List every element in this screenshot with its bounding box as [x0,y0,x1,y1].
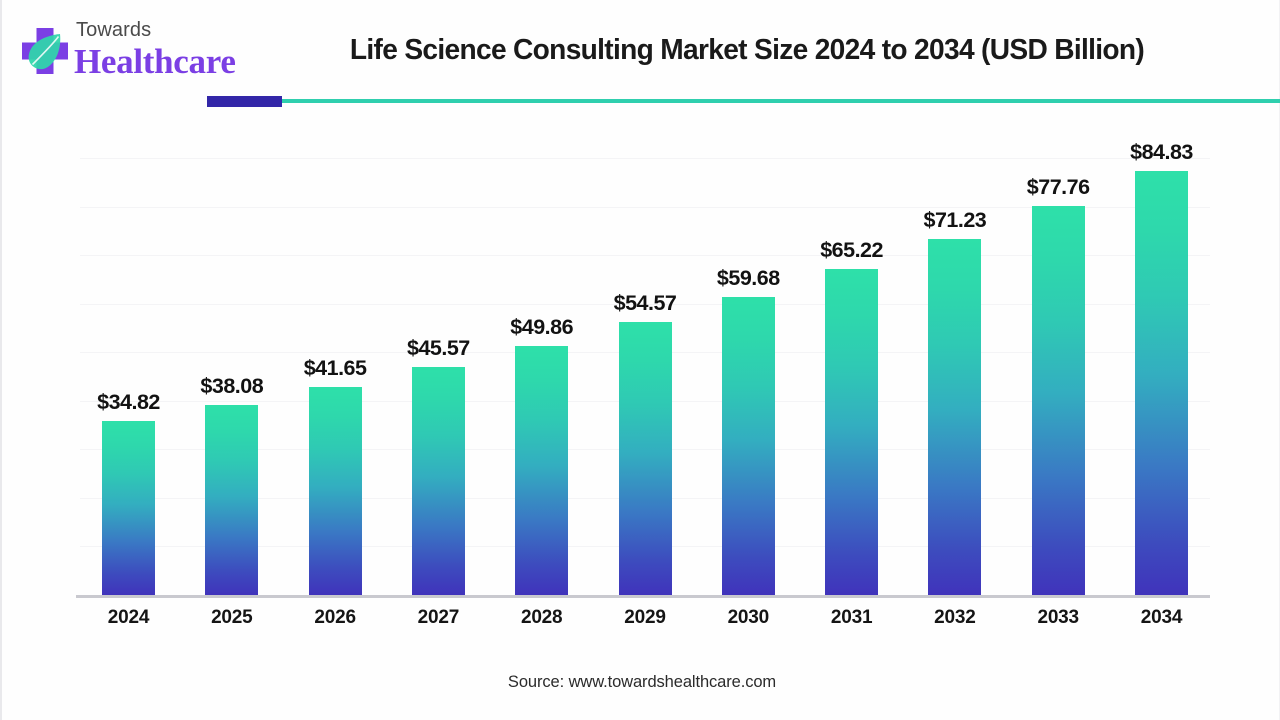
bar-group[interactable]: $65.22 [820,229,883,595]
bar[interactable] [205,404,259,595]
bar-group[interactable]: $41.65 [304,347,367,595]
chart-plot-area: $34.82 $38.08 $41.65 $45.57 $49.86 $54.57 $59.… [2,120,1280,628]
bar-value-label: $49.86 [510,314,574,339]
bar-group[interactable]: $34.82 [97,381,160,595]
divider-accent-block [207,96,282,107]
x-axis-baseline [76,595,1210,598]
bar[interactable] [825,268,879,595]
x-tick-label: 2034 [1140,607,1183,628]
source-caption: Source: www.towardshealthcare.com [507,673,777,691]
bar-value-label: $41.65 [303,355,367,380]
bar[interactable] [928,238,982,595]
x-tick-label: 2032 [934,607,976,628]
bar-value-label: $54.57 [613,291,677,316]
gridline [80,158,1210,159]
bar-value-label: $71.23 [923,207,987,232]
bar-group[interactable]: $59.68 [717,257,780,595]
x-tick-label: 2031 [830,607,873,628]
bar-value-label: $34.82 [97,389,160,414]
brand-line-towards: Towards [76,19,152,41]
bar-group[interactable]: $77.76 [1027,166,1090,595]
bar[interactable] [515,345,569,595]
medical-cross-leaf-icon [16,22,74,80]
bar-value-label: $84.83 [1130,139,1193,164]
bar-value-label: $45.57 [407,336,470,361]
header-divider [2,96,1280,108]
bar-value-label: $77.76 [1026,175,1090,200]
x-tick-label: 2029 [624,607,666,628]
brand-line-healthcare: Healthcare [74,42,236,81]
brand-wordmark: Towards Healthcare [74,18,264,84]
bar-group[interactable]: $38.08 [200,365,264,595]
x-tick-label: 2026 [314,607,356,628]
chart-header: Towards Healthcare Life Science Consulti… [2,0,1280,96]
gridline [80,206,1210,208]
x-tick-label: 2028 [520,607,563,628]
page-title: Life Science Consulting Market Size 2024… [349,34,1145,66]
x-tick-label: 2025 [211,607,253,628]
x-tick-label: 2027 [417,607,460,628]
bar[interactable] [308,386,362,595]
bar-group[interactable]: $45.57 [407,327,470,595]
brand-logo: Towards Healthcare [16,14,266,86]
bar-value-label: $38.08 [200,373,264,398]
bar[interactable] [721,296,775,595]
bar-group[interactable]: $71.23 [924,199,987,595]
gridline [80,303,1210,305]
bar[interactable] [1031,206,1085,595]
bar[interactable] [102,420,155,595]
gridline [80,255,1210,256]
bar-value-label: $65.22 [820,237,883,262]
bar-value-label: $59.68 [716,265,780,290]
bar-group[interactable]: $49.86 [510,306,574,595]
bar-group[interactable]: $84.83 [1130,131,1193,595]
bar[interactable] [1135,170,1188,595]
divider-line [207,99,1280,103]
x-tick-label: 2024 [107,607,150,628]
bar-group[interactable]: $54.57 [614,282,677,595]
x-tick-label: 2033 [1037,607,1079,628]
bar[interactable] [411,367,465,595]
bar[interactable] [618,322,672,595]
x-tick-label: 2030 [727,607,770,628]
